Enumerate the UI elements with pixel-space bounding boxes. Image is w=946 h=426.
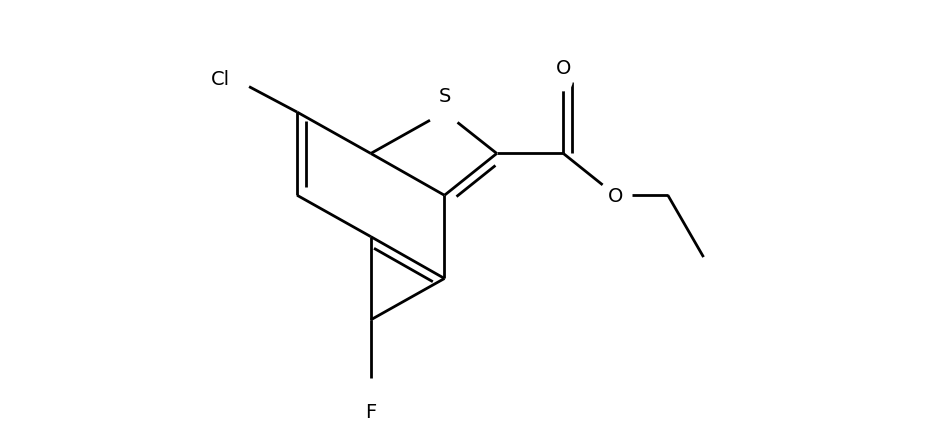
Text: F: F (365, 402, 377, 421)
Circle shape (606, 186, 625, 205)
Circle shape (434, 102, 455, 123)
Text: O: O (555, 59, 571, 78)
Text: Cl: Cl (211, 70, 230, 89)
Circle shape (220, 66, 249, 94)
Text: S: S (438, 87, 450, 106)
Circle shape (554, 75, 572, 92)
Text: O: O (608, 186, 623, 205)
Circle shape (362, 386, 379, 403)
